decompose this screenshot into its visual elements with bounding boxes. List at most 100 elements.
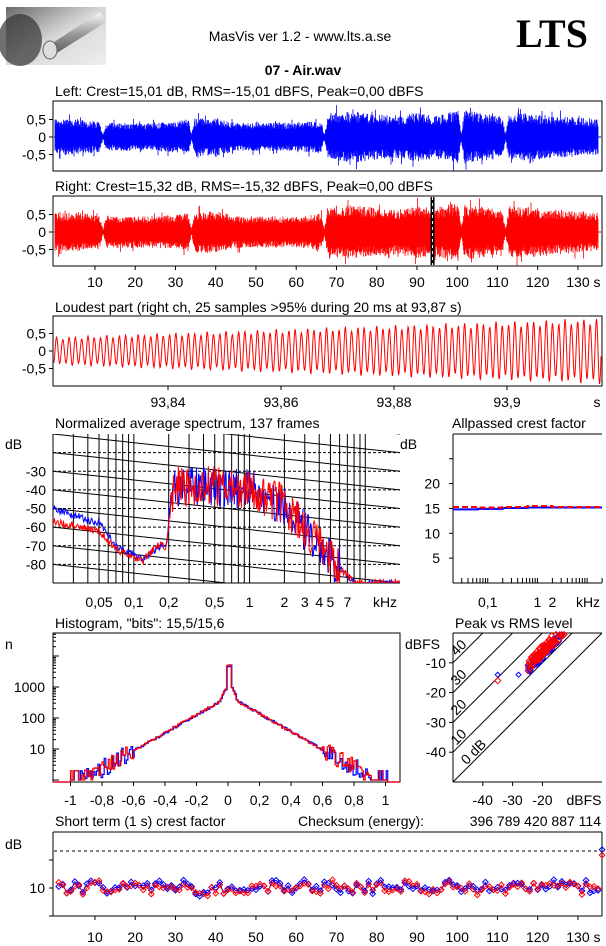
histogram-ytick-label: 10 <box>29 741 45 757</box>
shortterm-point-right <box>433 889 441 897</box>
peakrms-xtick-label: -40 <box>473 792 493 808</box>
shortterm-point-right <box>276 882 284 890</box>
histogram-xtick-label: -0,2 <box>184 792 208 808</box>
allpass-ytick-label: 5 <box>432 550 440 566</box>
time-xtick-label: 70 <box>329 274 345 290</box>
time-xtick-label: 40 <box>208 274 224 290</box>
shortterm-point-right <box>308 887 316 895</box>
shortterm-right-line <box>58 879 599 897</box>
shortterm-point-right <box>437 886 445 894</box>
spectrum-slope-line <box>53 434 400 472</box>
shortterm-point-left <box>59 880 67 888</box>
shortterm-point-right <box>216 881 224 889</box>
crest-diagonal-line <box>452 632 573 753</box>
shortterm-point-right <box>417 887 425 895</box>
peakrms-xtick-label: -30 <box>502 792 522 808</box>
shortterm-point-left <box>248 885 256 893</box>
shortterm-point-right <box>453 883 461 891</box>
shortterm-point-right <box>192 888 200 896</box>
loudest-xtick-label: 93,88 <box>376 394 411 410</box>
histogram-xtick-label: -1 <box>64 792 77 808</box>
shortterm-point-right <box>212 889 220 897</box>
histogram-ylabel: n <box>5 636 13 652</box>
histogram-xtick-label: -0,8 <box>90 792 114 808</box>
shortterm-point-right <box>188 884 196 892</box>
time-xtick-label: 100 <box>446 274 470 290</box>
shortterm-point-right <box>79 890 87 898</box>
shortterm-point-right <box>151 881 159 889</box>
peakrms-ytick-label: -40 <box>426 744 446 760</box>
shortterm-point-right <box>522 885 530 893</box>
spectrum-right-line <box>53 465 400 583</box>
shortterm-point-left <box>200 888 208 896</box>
shortterm-point-right <box>353 879 361 887</box>
spectrum-xtick-label: 0,5 <box>205 594 225 610</box>
loudest-part-waveform <box>53 318 602 384</box>
shortterm-point-right <box>598 851 606 859</box>
time-xtick-label: 80 <box>369 274 385 290</box>
spectrum-ytick-label: -80 <box>26 556 46 572</box>
shortterm-point-right <box>264 887 272 895</box>
shortterm-point-right <box>562 883 570 891</box>
shortterm-point-left <box>421 884 429 892</box>
peakrms-point-right <box>533 647 542 655</box>
shortterm-xtick-label: 120 <box>526 929 550 945</box>
shortterm-point-right <box>558 879 566 887</box>
shortterm-xtick-label: 50 <box>248 929 264 945</box>
left-ytick-label: -0,5 <box>22 147 46 163</box>
spectrum-xtick-label: 0,1 <box>124 594 144 610</box>
crest-diagonal-line <box>452 632 484 664</box>
shortterm-point-right <box>139 886 147 894</box>
shortterm-point-right <box>324 885 332 893</box>
peakrms-point-right <box>560 630 568 639</box>
shortterm-point-right <box>413 880 421 888</box>
shortterm-point-right <box>300 879 308 887</box>
crest-line-label: 10 <box>447 725 469 747</box>
spectrum-xtick-label: 2 <box>281 594 289 610</box>
lts-logo-text: LTS <box>516 11 588 56</box>
shortterm-point-right <box>167 883 175 891</box>
histogram-xtick-label: -0,4 <box>153 792 177 808</box>
shortterm-point-right <box>590 883 598 891</box>
spectrum-ytick-label: -40 <box>26 482 46 498</box>
histogram-xtick-label: -0,6 <box>121 792 145 808</box>
crest-diagonal-line <box>452 632 513 693</box>
shortterm-point-right <box>268 879 276 887</box>
shortterm-point-left <box>300 876 308 884</box>
shortterm-point-right <box>256 880 264 888</box>
loudest-ytick-label: 0 <box>38 343 46 359</box>
shortterm-xtick-label: 100 <box>446 929 470 945</box>
peakrms-point-right <box>555 635 563 644</box>
histogram-frame <box>52 632 401 783</box>
loudest-axis-unit: s <box>594 394 601 410</box>
shortterm-ylabel: dB <box>5 836 22 852</box>
spectrum-ytick-label: -30 <box>26 463 46 479</box>
shortterm-point-left <box>284 882 292 890</box>
shortterm-point-right <box>147 890 155 898</box>
shortterm-xtick-label: 90 <box>409 929 425 945</box>
shortterm-xtick-label: 20 <box>127 929 143 945</box>
left-ytick-label: 0 <box>38 129 46 145</box>
left-ytick-label: 0,5 <box>27 112 47 128</box>
right-channel-title: Right: Crest=15,32 dB, RMS=-15,32 dBFS, … <box>55 178 433 194</box>
left-channel-title: Left: Crest=15,01 dB, RMS=-15,01 dBFS, P… <box>55 83 423 99</box>
shortterm-point-left <box>481 878 489 886</box>
shortterm-point-right <box>477 886 485 894</box>
left-waveform <box>54 105 599 171</box>
peakrms-ytick-label: -30 <box>426 714 446 730</box>
shortterm-point-left <box>179 876 188 884</box>
allpass-xtick-label: 0,1 <box>478 594 498 610</box>
shortterm-point-left <box>228 883 236 891</box>
shortterm-point-left <box>252 886 260 894</box>
shortterm-point-right <box>340 882 349 890</box>
shortterm-point-right <box>244 889 252 897</box>
shortterm-axis-unit: s <box>594 929 601 945</box>
shortterm-point-right <box>405 877 413 885</box>
shortterm-point-left <box>308 886 316 894</box>
shortterm-xtick-label: 70 <box>329 929 345 945</box>
shortterm-point-right <box>365 880 373 888</box>
spectrum-xtick-label: 0,05 <box>85 594 112 610</box>
shortterm-point-left <box>336 889 344 897</box>
logo-image <box>0 7 106 66</box>
